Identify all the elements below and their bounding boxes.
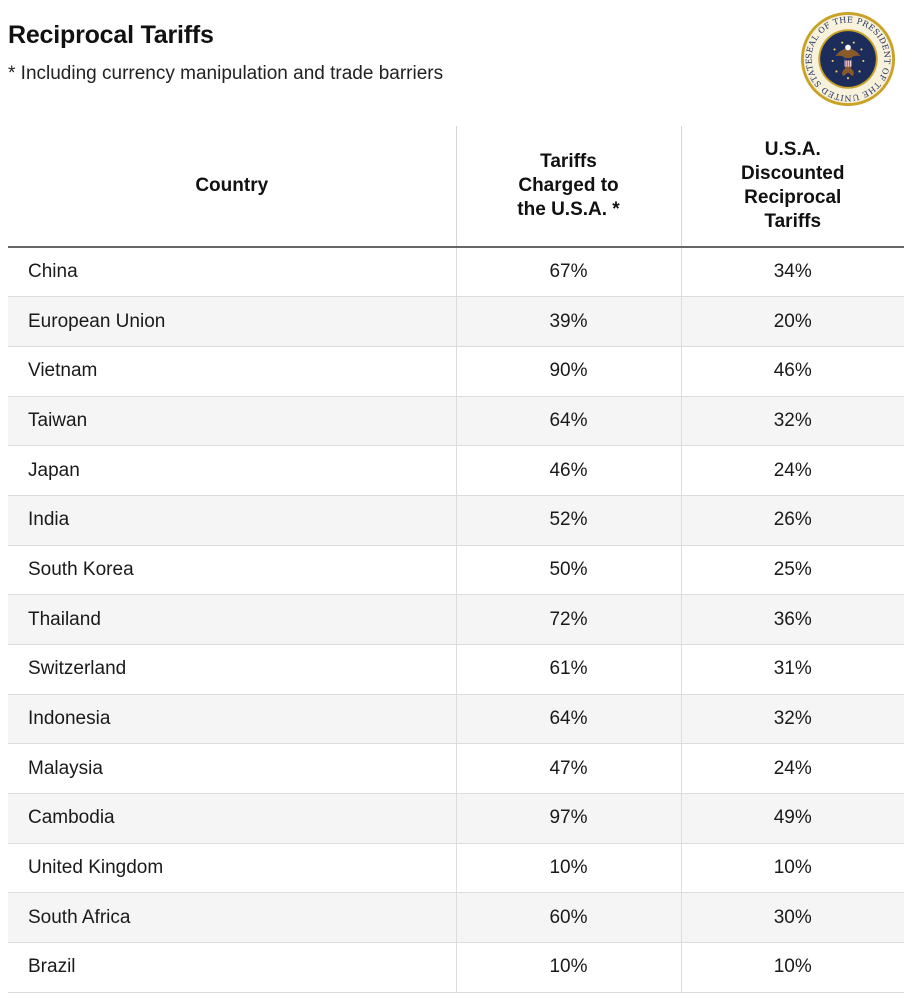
tariff-table-container: Country Tariffs Charged to the U.S.A. * … <box>8 126 904 993</box>
tariff-discounted-cell: 20% <box>680 296 904 347</box>
tariff-discounted-cell: 49% <box>680 793 904 844</box>
country-cell: United Kingdom <box>8 843 456 894</box>
tariff-discounted-cell: 10% <box>680 942 904 993</box>
country-cell: Thailand <box>8 594 456 645</box>
tariff-discounted-cell: 10% <box>680 843 904 894</box>
tariff-charged-cell: 90% <box>455 346 681 397</box>
column-header-discounted-tariffs: U.S.A. Discounted Reciprocal Tariffs <box>680 126 904 248</box>
table-row: India 52% 26% <box>8 495 904 546</box>
country-cell: Indonesia <box>8 694 456 745</box>
table-header-row: Country Tariffs Charged to the U.S.A. * … <box>8 126 904 248</box>
table-row: Vietnam 90% 46% <box>8 346 904 397</box>
tariff-charged-cell: 10% <box>455 843 681 894</box>
column-header-line: Discounted <box>741 163 845 184</box>
tariff-discounted-cell: 31% <box>680 644 904 695</box>
column-header-line: Reciprocal <box>744 187 842 208</box>
country-cell: Taiwan <box>8 396 456 447</box>
country-cell: Japan <box>8 445 456 496</box>
page-subtitle: * Including currency manipulation and tr… <box>8 63 444 84</box>
presidential-seal-icon: SEAL OF THE PRESIDENT OF THE UNITED STAT… <box>800 11 896 107</box>
tariff-discounted-cell: 26% <box>680 495 904 546</box>
tariff-discounted-cell: 25% <box>680 545 904 596</box>
column-header-country-label: Country <box>195 175 269 196</box>
tariff-discounted-cell: 46% <box>680 346 904 397</box>
tariff-charged-cell: 64% <box>455 396 681 447</box>
column-header-line: Tariffs <box>540 151 597 172</box>
page-title: Reciprocal Tariffs <box>8 21 214 49</box>
tariff-discounted-cell: 36% <box>680 594 904 645</box>
table-row: Switzerland 61% 31% <box>8 644 904 695</box>
country-cell: India <box>8 495 456 546</box>
tariff-discounted-cell: 24% <box>680 445 904 496</box>
table-row: South Africa 60% 30% <box>8 892 904 944</box>
tariff-charged-cell: 47% <box>455 743 681 795</box>
column-header-line: Charged to <box>518 175 619 196</box>
table-row: Brazil 10% 10% <box>8 942 904 993</box>
table-row: Malaysia 47% 24% <box>8 743 904 795</box>
tariff-discounted-cell: 32% <box>680 396 904 447</box>
table-row: United Kingdom 10% 10% <box>8 843 904 894</box>
country-cell: Vietnam <box>8 346 456 397</box>
table-body: China 67% 34% European Union 39% 20% Vietnam… <box>8 247 904 993</box>
column-header-line: the U.S.A. * <box>517 199 620 220</box>
column-header-line: U.S.A. <box>764 139 821 160</box>
tariff-charged-cell: 10% <box>455 942 681 993</box>
tariff-charged-cell: 39% <box>455 296 681 347</box>
country-cell: European Union <box>8 296 456 347</box>
table-row: Indonesia 64% 32% <box>8 694 904 745</box>
tariff-table: Country Tariffs Charged to the U.S.A. * … <box>8 126 904 993</box>
country-cell: South Africa <box>8 892 456 944</box>
country-cell: Malaysia <box>8 743 456 795</box>
table-row: Cambodia 97% 49% <box>8 793 904 844</box>
tariff-charged-cell: 64% <box>455 694 681 745</box>
table-row: Taiwan 64% 32% <box>8 396 904 447</box>
table-row: South Korea 50% 25% <box>8 545 904 596</box>
table-row: Japan 46% 24% <box>8 445 904 496</box>
tariff-charged-cell: 60% <box>455 892 681 944</box>
column-header-country: Country <box>8 126 456 248</box>
tariff-charged-cell: 50% <box>455 545 681 596</box>
tariff-discounted-cell: 32% <box>680 694 904 745</box>
tariff-charged-cell: 46% <box>455 445 681 496</box>
column-header-line: Tariffs <box>764 211 822 232</box>
country-cell: South Korea <box>8 545 456 596</box>
tariff-charged-cell: 97% <box>455 793 681 844</box>
tariff-discounted-cell: 34% <box>680 247 904 298</box>
tariff-discounted-cell: 24% <box>680 743 904 795</box>
tariff-charged-cell: 61% <box>455 644 681 695</box>
table-row: China 67% 34% <box>8 247 904 298</box>
country-cell: Brazil <box>8 942 456 993</box>
tariff-discounted-cell: 30% <box>680 892 904 944</box>
tariff-charged-cell: 67% <box>455 247 681 298</box>
table-row: Thailand 72% 36% <box>8 594 904 645</box>
tariff-charged-cell: 72% <box>455 594 681 645</box>
country-cell: Cambodia <box>8 793 456 844</box>
table-row: European Union 39% 20% <box>8 296 904 347</box>
column-header-tariffs-charged: Tariffs Charged to the U.S.A. * <box>455 126 681 248</box>
country-cell: China <box>8 247 456 298</box>
tariff-charged-cell: 52% <box>455 495 681 546</box>
country-cell: Switzerland <box>8 644 456 695</box>
